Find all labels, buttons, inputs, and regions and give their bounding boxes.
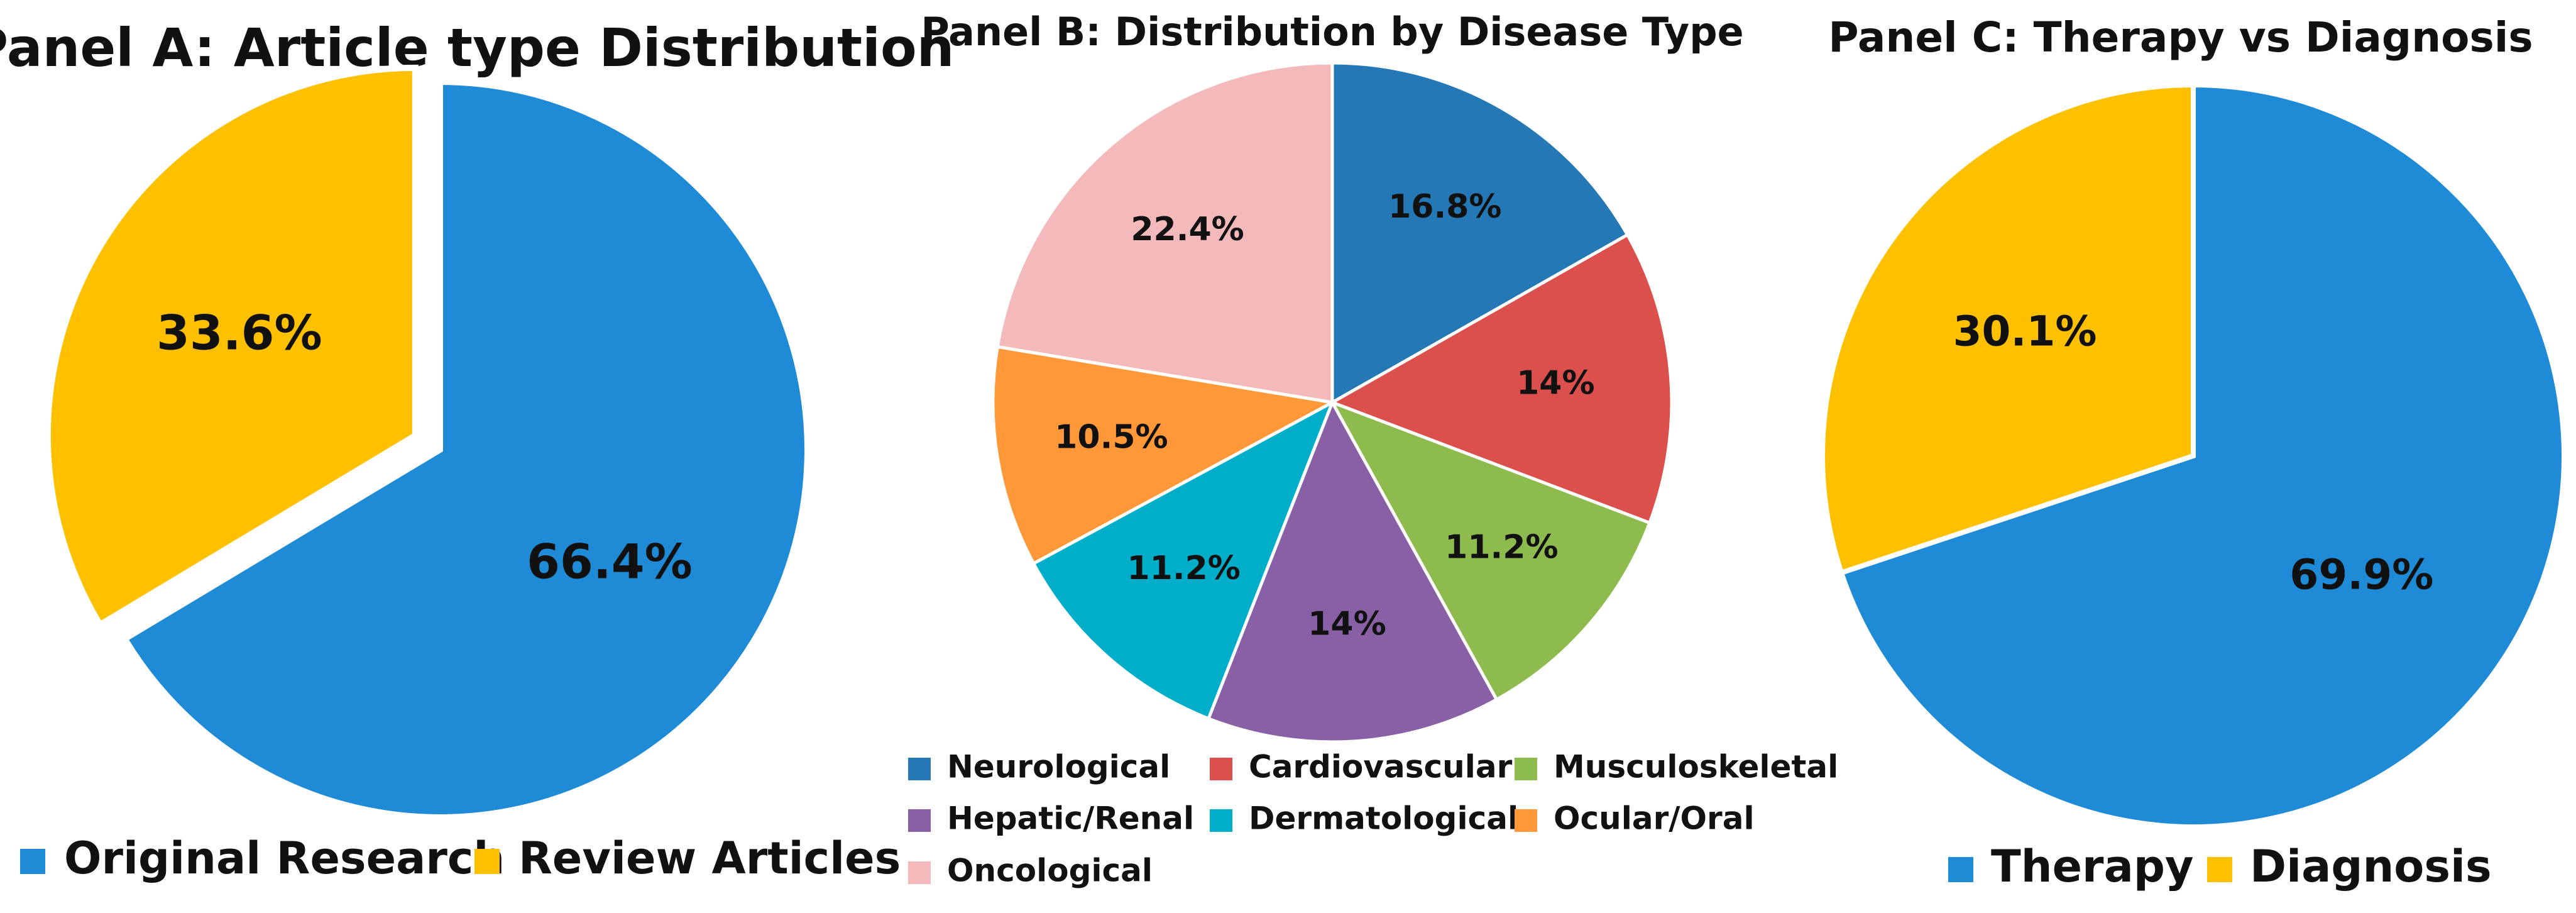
panelc-label-diagnosis: 30.1%	[1953, 307, 2097, 356]
panela-legend-label-review-articles: Review Articles	[518, 833, 901, 884]
panelb-label-oncological: 22.4%	[1131, 211, 1244, 248]
panel-c-slices	[1820, 82, 2567, 829]
panelb-slice-ocular-oral	[991, 345, 1337, 566]
panelb-legend-swatch-cardiovascular	[1210, 758, 1232, 780]
panelb-slice-musculoskeletal	[1329, 399, 1652, 702]
panel-c-legend: Therapy Diagnosis	[1948, 841, 2492, 892]
panelb-label-musculoskeletal: 11.2%	[1445, 528, 1558, 566]
panela-slice-review-articles	[44, 64, 419, 629]
panel-b-slices	[991, 61, 1674, 744]
panelc-slice-diagnosis	[1820, 82, 2196, 576]
panelb-label-neurological: 16.8%	[1388, 188, 1501, 226]
panelc-legend-label-therapy: Therapy	[1991, 841, 2194, 892]
panela-label-original-research: 66.4%	[527, 534, 693, 590]
panelc-legend-swatch-diagnosis	[2207, 857, 2232, 882]
panelb-legend-label-hepatic-renal: Hepatic/Renal	[947, 800, 1194, 837]
panelb-legend-swatch-oncological	[908, 861, 931, 884]
panelb-label-cardiovascular: 14%	[1516, 365, 1594, 402]
panelb-legend-swatch-neurological	[908, 758, 931, 780]
panelb-label-hepatic-renal: 14%	[1308, 606, 1386, 643]
panela-legend-swatch-review-articles	[474, 849, 500, 874]
panelb-label-dermatological: 11.2%	[1127, 550, 1240, 587]
panela-legend-label-original-research: Original Research	[64, 833, 505, 884]
panelc-legend-swatch-therapy	[1948, 857, 1973, 882]
panelb-slice-cardiovascular	[1329, 233, 1674, 525]
panel-a-title: Panel A: Article type Distribution	[0, 17, 954, 79]
panela-legend-swatch-original-research	[20, 849, 45, 874]
panelb-legend-label-neurological: Neurological	[947, 749, 1170, 785]
panelb-legend-label-ocular-oral: Ocular/Oral	[1554, 800, 1755, 837]
panelb-slice-hepatic-renal	[1206, 399, 1499, 744]
panel-c: Panel C: Therapy vs Diagnosis 69.9% 30.1%…	[1820, 13, 2567, 892]
panelb-slice-dermatological	[1031, 399, 1335, 721]
panel-b-title: Panel B: Distribution by Disease Type	[921, 9, 1743, 55]
panelb-legend-swatch-ocular-oral	[1515, 809, 1537, 832]
panelc-label-therapy: 69.9%	[2289, 550, 2433, 599]
panel-a-slices	[44, 64, 811, 821]
panelb-legend-label-oncological: Oncological	[947, 853, 1153, 889]
panel-c-title: Panel C: Therapy vs Diagnosis	[1828, 13, 2533, 62]
panelc-slice-therapy	[1838, 82, 2567, 829]
panelb-legend-swatch-dermatological	[1210, 809, 1232, 832]
panelb-slice-neurological	[1330, 61, 1630, 406]
panelb-legend-label-dermatological: Dermatological	[1249, 800, 1518, 837]
panel-b: Panel B: Distribution by Disease Type 16…	[908, 9, 1838, 889]
panelb-label-ocular-oral: 10.5%	[1055, 418, 1168, 456]
panel-a: Panel A: Article type Distribution 66.4%…	[0, 17, 954, 884]
panelb-legend-swatch-musculoskeletal	[1515, 758, 1537, 780]
panel-a-legend: Original Research Review Articles	[20, 833, 901, 884]
panela-label-review-articles: 33.6%	[156, 304, 322, 360]
panela-slice-original-research	[120, 78, 811, 821]
panel-b-legend: Neurological Cardiovascular Musculoskeleta…	[908, 749, 1838, 889]
panel-c-slice-labels: 69.9% 30.1%	[1953, 307, 2434, 599]
panelb-legend-label-musculoskeletal: Musculoskeletal	[1554, 749, 1838, 785]
panel-b-slice-labels: 16.8% 14% 11.2% 14% 11.2% 10.5% 22.4%	[1055, 188, 1594, 643]
panelb-legend-swatch-hepatic-renal	[908, 809, 931, 832]
panelb-slice-oncological	[995, 61, 1334, 404]
panelc-legend-label-diagnosis: Diagnosis	[2250, 841, 2492, 892]
panelb-legend-label-cardiovascular: Cardiovascular	[1249, 749, 1513, 785]
panel-a-slice-labels: 66.4% 33.6%	[156, 304, 693, 589]
